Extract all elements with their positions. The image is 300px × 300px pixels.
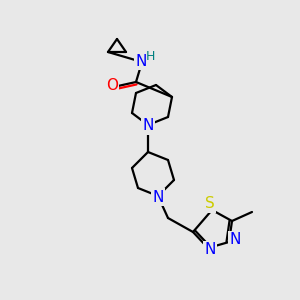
Text: N: N xyxy=(135,53,147,68)
Text: O: O xyxy=(106,79,118,94)
Text: N: N xyxy=(142,118,154,134)
Text: H: H xyxy=(145,50,155,64)
Text: N: N xyxy=(152,190,164,205)
Text: N: N xyxy=(204,242,216,257)
Text: N: N xyxy=(229,232,241,247)
Text: S: S xyxy=(205,196,215,211)
